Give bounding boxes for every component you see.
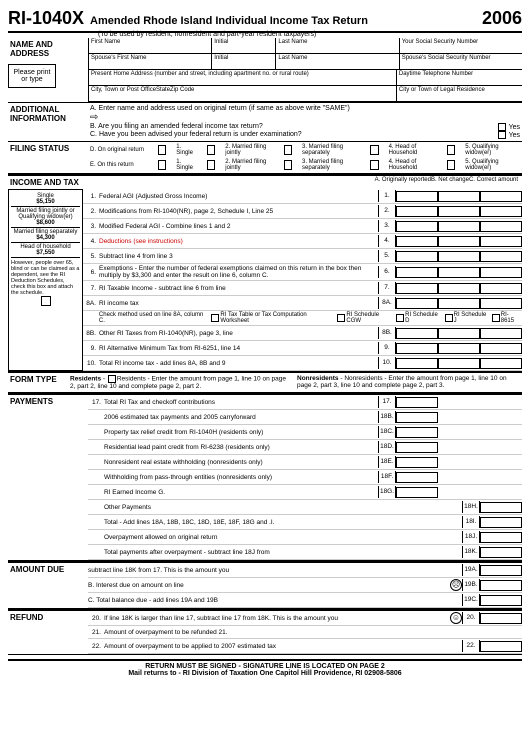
income-line: 10.Total RI income tax - add lines 8A, 8…: [83, 356, 522, 371]
footer-line1: RETURN MUST BE SIGNED - SIGNATURE LINE I…: [8, 663, 522, 670]
amount-due-line: subtract line 18K from 17. This is the a…: [88, 563, 522, 578]
filing-d-row: D. On original return 1. Single 2. Marri…: [90, 144, 520, 156]
footer: RETURN MUST BE SIGNED - SIGNATURE LINE I…: [8, 659, 522, 677]
payment-line: Total - Add lines 18A, 18B, 18C, 18D, 18…: [88, 515, 522, 530]
payments-section: PAYMENTS 17.Total RI Tax and checkoff co…: [8, 393, 522, 561]
first-name-field[interactable]: First Name: [89, 38, 212, 54]
form-header: RI-1040X Amended Rhode Island Individual…: [8, 8, 522, 33]
check-method-line: Check method used on line 8A, column C.R…: [83, 311, 522, 326]
spouse-ssn-field[interactable]: Spouse's Social Security Number: [400, 54, 522, 70]
form-code: RI-1040X: [8, 8, 84, 29]
deduction-table: Single$5,150 Married filing jointly or Q…: [8, 189, 83, 371]
please-print-box: Please print or type: [8, 64, 56, 88]
payment-line: Total payments after overpayment - subtr…: [88, 545, 522, 560]
form-type-label: FORM TYPE: [8, 373, 68, 392]
income-line: 1.Federal AGI (Adjusted Gross Income)1.: [83, 189, 522, 204]
fs-d-5[interactable]: [447, 145, 455, 155]
income-label: INCOME AND TAX: [8, 176, 88, 189]
name-address-label: NAME AND ADDRESS: [8, 38, 88, 60]
spouse-initial-field[interactable]: Initial: [212, 54, 276, 70]
income-line: 8A.RI income tax8A.: [83, 296, 522, 311]
form-title: Amended Rhode Island Individual Income T…: [90, 15, 482, 27]
residence-field[interactable]: City or Town of Legal Residence: [397, 86, 522, 102]
residents-checkbox[interactable]: [108, 375, 116, 383]
spouse-first-field[interactable]: Spouse's First Name: [89, 54, 212, 70]
name-address-section: NAME AND ADDRESS Please print or type Fi…: [8, 38, 522, 103]
arrow-icon: ⇨: [90, 112, 520, 123]
initial-field[interactable]: Initial: [212, 38, 276, 54]
filing-label: FILING STATUS: [8, 142, 88, 173]
fs-d-1[interactable]: [158, 145, 166, 155]
line-a: A. Enter name and address used on origin…: [90, 105, 520, 112]
income-line: 9.RI Alternative Minimum Tax from RI-625…: [83, 341, 522, 356]
fs-d-2[interactable]: [207, 145, 215, 155]
last-name-field[interactable]: Last Name: [276, 38, 399, 54]
line-c: C. Have you been advised your federal re…: [90, 131, 520, 139]
refund-label: REFUND: [8, 611, 88, 654]
refund-line: 21.Amount of overpayment to be refunded …: [88, 626, 522, 639]
yes-checkbox-c[interactable]: [498, 131, 506, 139]
phone-field[interactable]: Daytime Telephone Number: [397, 70, 522, 86]
payment-line: Nonresident real estate withholding (non…: [88, 455, 522, 470]
col-headers: A. Originally reportedB. Net changeC. Co…: [88, 176, 522, 189]
income-line: 5.Subtract line 4 from line 35.: [83, 249, 522, 264]
address-field[interactable]: Present Home Address (number and street,…: [89, 70, 397, 86]
yes-checkbox-b[interactable]: [498, 123, 506, 131]
fs-e-1[interactable]: [158, 160, 166, 170]
deduction-note: However, people over 65, blind or can be…: [11, 258, 80, 296]
amount-due-label: AMOUNT DUE: [8, 563, 88, 608]
income-line: 8B.Other RI Taxes from RI-1040(NR), page…: [83, 326, 522, 341]
face-icon: ☹: [450, 579, 462, 591]
deduction-checkbox[interactable]: [41, 296, 51, 306]
residents-text: Residents - Enter the amount from page 1…: [70, 376, 286, 390]
income-section: INCOME AND TAX A. Originally reportedB. …: [8, 174, 522, 371]
filing-section: FILING STATUS D. On original return 1. S…: [8, 142, 522, 174]
payment-line: RI Earned Income G.18G.: [88, 485, 522, 500]
line-b: B. Are you filing an amended federal inc…: [90, 123, 520, 131]
income-line: 2.Modifications from RI-1040(NR), page 2…: [83, 204, 522, 219]
footer-line2: Mail returns to - RI Division of Taxatio…: [8, 670, 522, 677]
face-icon: ☺: [450, 612, 462, 624]
payments-label: PAYMENTS: [8, 395, 88, 560]
fs-e-5[interactable]: [447, 160, 455, 170]
payment-line: Overpayment allowed on original return18…: [88, 530, 522, 545]
refund-section: REFUND 20.If line 18K is larger than lin…: [8, 609, 522, 655]
fs-d-3[interactable]: [284, 145, 292, 155]
filing-e-row: E. On this return 1. Single 2. Married f…: [90, 159, 520, 171]
income-line: 7.RI Taxable Income - subtract line 6 fr…: [83, 281, 522, 296]
form-type-section: FORM TYPE Residents - Residents - Enter …: [8, 371, 522, 393]
fs-e-3[interactable]: [284, 160, 292, 170]
refund-line: 22.Amount of overpayment to be applied t…: [88, 639, 522, 654]
income-line: 4.Deductions (see instructions)4.: [83, 234, 522, 249]
additional-label: ADDITIONAL INFORMATION: [8, 103, 88, 141]
amount-due-line: C. Total balance due - add lines 19A and…: [88, 593, 522, 608]
payment-line: Residential lead paint credit from RI-62…: [88, 440, 522, 455]
fs-d-4[interactable]: [370, 145, 378, 155]
amount-due-section: AMOUNT DUE subtract line 18K from 17. Th…: [8, 561, 522, 609]
city-field[interactable]: City, Town or Post OfficeStateZip Code: [89, 86, 397, 102]
spouse-last-field[interactable]: Last Name: [276, 54, 399, 70]
amount-due-line: B. Interest due on amount on line☹19B.: [88, 578, 522, 593]
additional-section: ADDITIONAL INFORMATION A. Enter name and…: [8, 103, 522, 142]
fs-e-4[interactable]: [370, 160, 378, 170]
refund-line: 20.If line 18K is larger than line 17, s…: [88, 611, 522, 626]
fs-e-2[interactable]: [207, 160, 215, 170]
ssn-field[interactable]: Your Social Security Number: [400, 38, 522, 54]
income-line: 3.Modified Federal AGI - Combine lines 1…: [83, 219, 522, 234]
payment-line: Property tax relief credit from RI-1040H…: [88, 425, 522, 440]
payment-line: Withholding from pass-through entities (…: [88, 470, 522, 485]
payment-line: 17.Total RI Tax and checkoff contributio…: [88, 395, 522, 410]
form-year: 2006: [482, 8, 522, 29]
payment-line: 2006 estimated tax payments and 2005 car…: [88, 410, 522, 425]
income-line: 6.Exemptions - Enter the number of feder…: [83, 264, 522, 281]
form-subtitle: (To be used by resident, nonresident and…: [98, 31, 522, 38]
payment-line: Other Payments18H.: [88, 500, 522, 515]
